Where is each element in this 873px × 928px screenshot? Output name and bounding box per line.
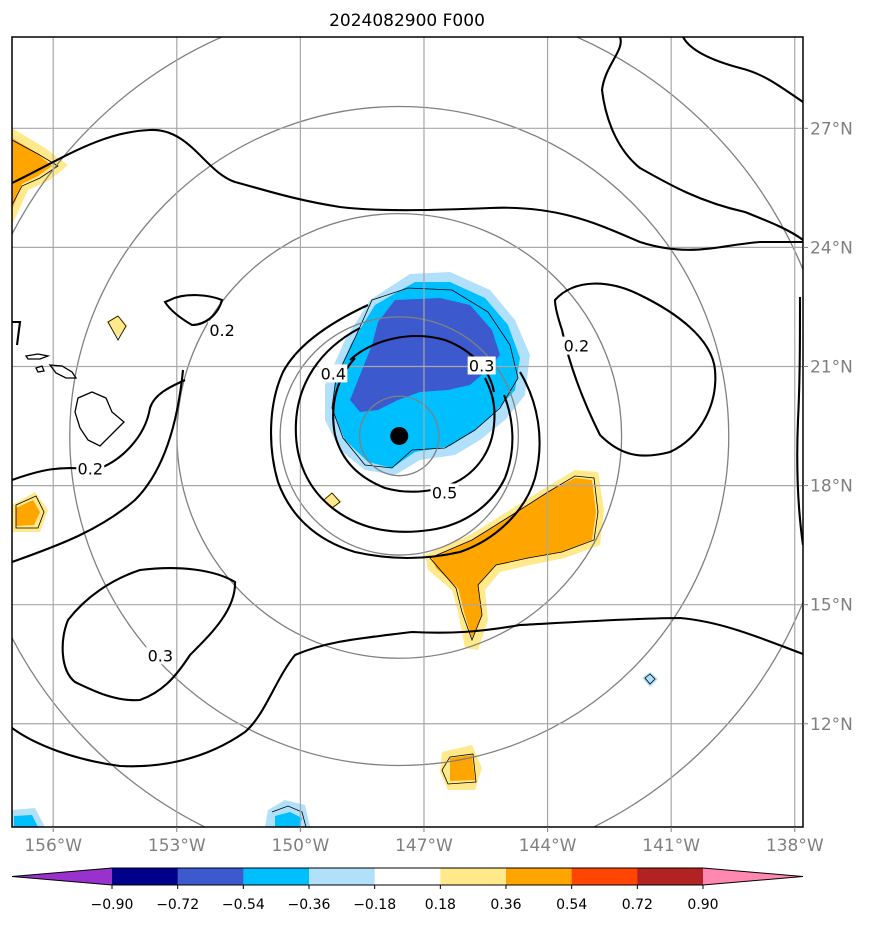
storm-center-marker	[390, 426, 409, 445]
positive-blob-west-core	[16, 500, 40, 526]
positive-blob-south-core	[450, 755, 475, 781]
colorbar-tick-label: −0.18	[353, 897, 396, 913]
chart-title: 2024082900 F000	[329, 11, 485, 31]
colorbar-segment	[506, 868, 573, 885]
map-frame	[11, 36, 804, 828]
lat-tick-label: 18°N	[810, 477, 853, 497]
colorbar-segment	[243, 868, 310, 885]
colorbar-segment	[637, 868, 704, 885]
colorbar-segment	[440, 868, 507, 885]
contour-label-halo	[208, 320, 237, 339]
field-contours	[12, 37, 803, 768]
lat-tick-label: 21°N	[810, 357, 853, 377]
lat-tick-label: 24°N	[810, 238, 853, 258]
range-ring-0	[358, 395, 440, 477]
contour-label: 0.2	[564, 337, 589, 356]
colorbar-tick-label: 0.54	[556, 897, 587, 913]
colorbar-tick-label: −0.54	[222, 897, 265, 913]
negative-blob-south-core	[275, 812, 302, 827]
negative-region-strong	[350, 298, 500, 412]
contour-label-halo	[76, 459, 105, 478]
contour-label: 0.3	[148, 646, 173, 665]
colorbar-tick-label: 0.90	[687, 897, 718, 913]
shading-outlines	[12, 139, 656, 827]
range-ring-3	[69, 105, 730, 767]
colorbar-tick-label: 0.72	[622, 897, 653, 913]
contour-labels: 0.2 0.2 0.2 0.3 0.3 0.4 0.5	[76, 320, 591, 665]
colorbar-tick-label: −0.72	[156, 897, 199, 913]
contour-label-halo	[467, 356, 496, 375]
contour-label-halo	[319, 364, 348, 383]
lon-tick-label: 150°W	[272, 836, 330, 856]
contour-label: 0.4	[321, 364, 346, 383]
colorbar-tick-label: 0.18	[425, 897, 456, 913]
lat-tick-label: 12°N	[810, 715, 853, 735]
colorbar-segment	[177, 868, 244, 885]
colorbar-segment	[112, 868, 179, 885]
colorbar-tick-label: −0.36	[288, 897, 331, 913]
lon-tick-label: 144°W	[519, 836, 577, 856]
coastline-hawaii	[24, 353, 125, 447]
lat-tick-label: 27°N	[810, 119, 853, 139]
positive-region-mid	[432, 478, 596, 638]
colorbar: −0.90 −0.72 −0.54 −0.36 −0.18 0.18 0.36 0.54 0.7…	[11, 867, 804, 913]
colorbar-extend-high	[703, 868, 803, 885]
contour-label: 0.2	[209, 321, 234, 340]
contour-label-halo	[562, 336, 591, 355]
contour-label: 0.3	[469, 356, 494, 375]
lat-tick-label: 15°N	[810, 596, 853, 616]
positive-blob-small-2	[322, 492, 342, 510]
colorbar-segment	[374, 868, 441, 885]
lon-tick-label: 156°W	[24, 836, 82, 856]
colorbar-tick-label: 0.36	[490, 897, 521, 913]
longitude-labels: 156°W 153°W 150°W 147°W 144°W 141°W 138°W	[24, 827, 824, 856]
grid-lines	[12, 37, 803, 827]
lon-tick-label: 138°W	[766, 836, 824, 856]
range-ring-1	[279, 316, 520, 556]
negative-blob-sw-core	[14, 815, 38, 827]
map-area: 0.2 0.2 0.2 0.3 0.3 0.4 0.5	[12, 37, 803, 827]
contour-label-halo	[146, 646, 175, 665]
lon-tick-label: 153°W	[148, 836, 206, 856]
contour-label: 0.5	[432, 484, 457, 503]
contour-label: 0.2	[78, 460, 103, 479]
negative-blob-east	[642, 672, 658, 687]
lon-tick-label: 147°W	[395, 836, 453, 856]
colorbar-segment	[309, 868, 376, 885]
colorbar-segment	[571, 868, 638, 885]
lon-tick-label: 141°W	[642, 836, 700, 856]
latitude-labels: 12°N 15°N 18°N 21°N 24°N 27°N	[803, 119, 853, 735]
colorbar-extend-low	[12, 868, 112, 885]
colorbar-tick-label: −0.90	[91, 897, 134, 913]
contour-label-halo	[430, 483, 459, 502]
